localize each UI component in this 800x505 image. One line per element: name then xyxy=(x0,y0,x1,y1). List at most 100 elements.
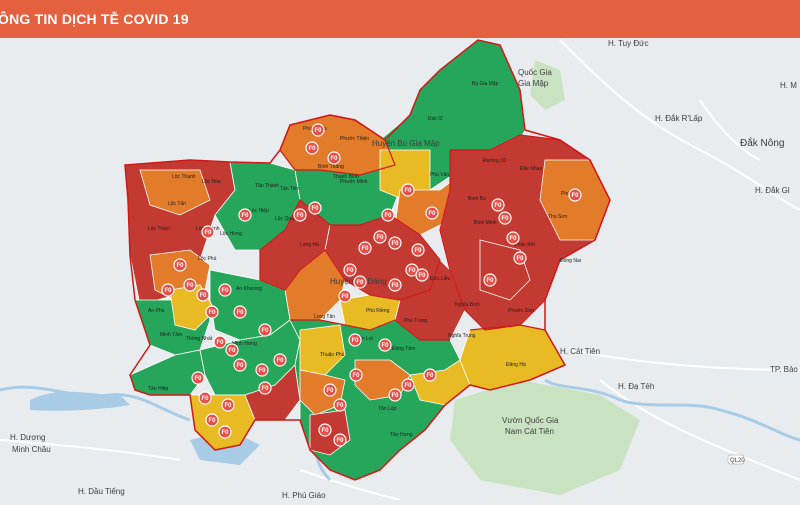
f0-marker-circle[interactable] xyxy=(183,278,197,292)
f0-marker-circle[interactable] xyxy=(333,398,347,412)
f0-marker-circle[interactable] xyxy=(388,278,402,292)
f0-marker[interactable]: F0 xyxy=(161,283,175,297)
f0-marker[interactable]: F0 xyxy=(255,363,269,377)
f0-marker[interactable]: F0 xyxy=(173,258,187,272)
f0-marker[interactable]: F0 xyxy=(498,211,512,225)
f0-marker-circle[interactable] xyxy=(378,338,392,352)
f0-marker-circle[interactable] xyxy=(238,208,252,222)
f0-marker-circle[interactable] xyxy=(233,305,247,319)
f0-marker[interactable]: F0 xyxy=(258,323,272,337)
f0-marker-circle[interactable] xyxy=(196,288,210,302)
f0-marker-circle[interactable] xyxy=(353,275,367,289)
f0-marker[interactable]: F0 xyxy=(423,368,437,382)
f0-marker[interactable]: F0 xyxy=(293,208,307,222)
f0-marker[interactable]: F0 xyxy=(388,388,402,402)
f0-marker-circle[interactable] xyxy=(491,198,505,212)
f0-marker-circle[interactable] xyxy=(333,433,347,447)
f0-marker[interactable]: F0 xyxy=(333,398,347,412)
f0-marker[interactable]: F0 xyxy=(183,278,197,292)
f0-marker[interactable]: F0 xyxy=(258,381,272,395)
f0-marker[interactable]: F0 xyxy=(415,268,429,282)
f0-marker[interactable]: F0 xyxy=(221,398,235,412)
f0-marker-circle[interactable] xyxy=(318,423,332,437)
f0-marker-circle[interactable] xyxy=(213,335,227,349)
f0-marker-circle[interactable] xyxy=(205,305,219,319)
f0-marker-circle[interactable] xyxy=(401,183,415,197)
f0-marker[interactable]: F0 xyxy=(218,425,232,439)
f0-marker-circle[interactable] xyxy=(423,368,437,382)
f0-marker[interactable]: F0 xyxy=(213,335,227,349)
f0-marker[interactable]: F0 xyxy=(308,201,322,215)
f0-marker[interactable]: F0 xyxy=(191,371,205,385)
f0-marker-circle[interactable] xyxy=(255,363,269,377)
f0-marker-circle[interactable] xyxy=(425,206,439,220)
f0-marker-circle[interactable] xyxy=(221,398,235,412)
f0-marker[interactable]: F0 xyxy=(338,289,352,303)
f0-marker[interactable]: F0 xyxy=(196,288,210,302)
f0-marker-circle[interactable] xyxy=(568,188,582,202)
f0-marker-circle[interactable] xyxy=(198,391,212,405)
f0-marker-circle[interactable] xyxy=(233,358,247,372)
f0-marker-circle[interactable] xyxy=(311,123,325,137)
f0-marker-circle[interactable] xyxy=(388,388,402,402)
f0-marker[interactable]: F0 xyxy=(238,208,252,222)
f0-marker-circle[interactable] xyxy=(273,353,287,367)
f0-marker-circle[interactable] xyxy=(401,378,415,392)
f0-marker[interactable]: F0 xyxy=(233,305,247,319)
f0-marker-circle[interactable] xyxy=(293,208,307,222)
f0-marker-circle[interactable] xyxy=(218,283,232,297)
f0-marker[interactable]: F0 xyxy=(425,206,439,220)
f0-marker[interactable]: F0 xyxy=(318,423,332,437)
f0-marker[interactable]: F0 xyxy=(381,208,395,222)
f0-marker-circle[interactable] xyxy=(343,263,357,277)
f0-marker-circle[interactable] xyxy=(338,289,352,303)
f0-marker-circle[interactable] xyxy=(201,225,215,239)
f0-marker-circle[interactable] xyxy=(191,371,205,385)
f0-markers[interactable]: F0 F0 F0 F0 F0 F0 F0 F0 F0 F0 F0 F0 F0 F0 F0 F0 F0 F0 F0 F0… xyxy=(161,123,582,447)
f0-marker[interactable]: F0 xyxy=(198,391,212,405)
f0-marker-circle[interactable] xyxy=(411,243,425,257)
f0-marker[interactable]: F0 xyxy=(273,353,287,367)
f0-marker-circle[interactable] xyxy=(498,211,512,225)
f0-marker[interactable]: F0 xyxy=(513,251,527,265)
f0-marker-circle[interactable] xyxy=(483,273,497,287)
f0-marker[interactable]: F0 xyxy=(323,383,337,397)
f0-marker[interactable]: F0 xyxy=(358,241,372,255)
f0-marker-circle[interactable] xyxy=(308,201,322,215)
f0-marker[interactable]: F0 xyxy=(388,236,402,250)
f0-marker[interactable]: F0 xyxy=(411,243,425,257)
f0-marker-circle[interactable] xyxy=(513,251,527,265)
f0-marker[interactable]: F0 xyxy=(491,198,505,212)
f0-marker-circle[interactable] xyxy=(506,231,520,245)
f0-marker[interactable]: F0 xyxy=(353,275,367,289)
f0-marker[interactable]: F0 xyxy=(373,230,387,244)
f0-marker-circle[interactable] xyxy=(388,236,402,250)
f0-marker[interactable]: F0 xyxy=(343,263,357,277)
f0-marker[interactable]: F0 xyxy=(401,183,415,197)
f0-marker-circle[interactable] xyxy=(225,343,239,357)
f0-marker-circle[interactable] xyxy=(373,230,387,244)
f0-marker-circle[interactable] xyxy=(258,323,272,337)
f0-marker[interactable]: F0 xyxy=(568,188,582,202)
f0-marker[interactable]: F0 xyxy=(218,283,232,297)
f0-marker[interactable]: F0 xyxy=(483,273,497,287)
f0-marker-circle[interactable] xyxy=(258,381,272,395)
map-canvas[interactable]: H. Tuy Đức Quốc Gia Gia Mập H. Đắk R'Lấp… xyxy=(0,38,800,501)
f0-marker[interactable]: F0 xyxy=(205,413,219,427)
region-orange[interactable] xyxy=(139,169,211,216)
f0-marker-circle[interactable] xyxy=(161,283,175,297)
f0-marker[interactable]: F0 xyxy=(333,433,347,447)
f0-marker[interactable]: F0 xyxy=(378,338,392,352)
f0-marker-circle[interactable] xyxy=(218,425,232,439)
f0-marker[interactable]: F0 xyxy=(401,378,415,392)
f0-marker-circle[interactable] xyxy=(358,241,372,255)
f0-marker-circle[interactable] xyxy=(348,333,362,347)
f0-marker[interactable]: F0 xyxy=(506,231,520,245)
f0-marker[interactable]: F0 xyxy=(305,141,319,155)
f0-marker[interactable]: F0 xyxy=(349,368,363,382)
f0-marker[interactable]: F0 xyxy=(327,151,341,165)
f0-marker[interactable]: F0 xyxy=(225,343,239,357)
f0-marker[interactable]: F0 xyxy=(201,225,215,239)
f0-marker[interactable]: F0 xyxy=(311,123,325,137)
f0-marker-circle[interactable] xyxy=(205,413,219,427)
